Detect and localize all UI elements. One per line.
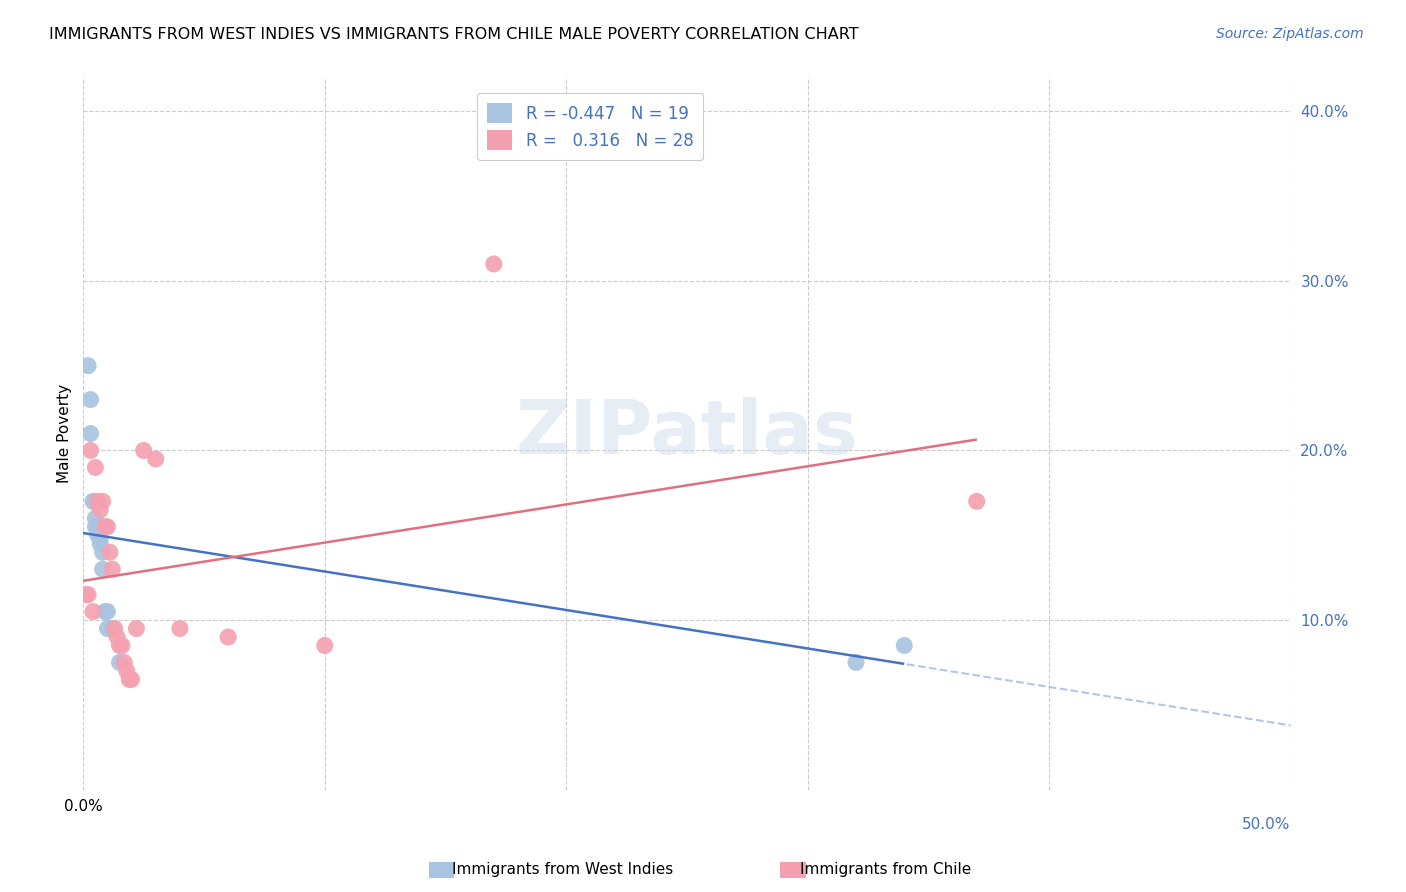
Point bbox=[112, 656, 135, 670]
Point bbox=[101, 622, 124, 636]
Point bbox=[87, 528, 110, 542]
Point bbox=[79, 443, 101, 458]
Point bbox=[94, 605, 117, 619]
Point bbox=[77, 359, 100, 373]
Point bbox=[84, 520, 107, 534]
Point bbox=[96, 622, 118, 636]
Point bbox=[94, 520, 117, 534]
Text: IMMIGRANTS FROM WEST INDIES VS IMMIGRANTS FROM CHILE MALE POVERTY CORRELATION CH: IMMIGRANTS FROM WEST INDIES VS IMMIGRANT… bbox=[49, 27, 859, 42]
Point bbox=[125, 622, 148, 636]
Point bbox=[104, 622, 127, 636]
Point bbox=[96, 520, 118, 534]
Point bbox=[111, 639, 134, 653]
Point bbox=[89, 537, 111, 551]
Point bbox=[75, 588, 97, 602]
Point bbox=[96, 605, 118, 619]
Point bbox=[966, 494, 988, 508]
Point bbox=[89, 503, 111, 517]
Point bbox=[314, 639, 336, 653]
Point bbox=[87, 494, 110, 508]
Point bbox=[87, 520, 110, 534]
Point bbox=[84, 460, 107, 475]
Text: Source: ZipAtlas.com: Source: ZipAtlas.com bbox=[1216, 27, 1364, 41]
Point bbox=[169, 622, 191, 636]
Legend: R = -0.447   N = 19, R =   0.316   N = 28: R = -0.447 N = 19, R = 0.316 N = 28 bbox=[477, 93, 703, 161]
Point bbox=[845, 656, 868, 670]
Text: Immigrants from West Indies: Immigrants from West Indies bbox=[451, 863, 673, 877]
Point bbox=[108, 656, 131, 670]
Point bbox=[79, 426, 101, 441]
Point bbox=[108, 639, 131, 653]
Point bbox=[84, 511, 107, 525]
Point bbox=[101, 562, 124, 576]
Point bbox=[105, 630, 128, 644]
Point bbox=[84, 494, 107, 508]
Point bbox=[91, 494, 114, 508]
Text: Immigrants from Chile: Immigrants from Chile bbox=[800, 863, 972, 877]
Point bbox=[79, 392, 101, 407]
Point bbox=[121, 673, 143, 687]
Point bbox=[893, 639, 915, 653]
Point bbox=[132, 443, 155, 458]
Point bbox=[145, 452, 167, 467]
Point bbox=[217, 630, 239, 644]
Point bbox=[482, 257, 505, 271]
Text: 50.0%: 50.0% bbox=[1243, 817, 1291, 832]
Point bbox=[82, 494, 104, 508]
Point bbox=[91, 545, 114, 559]
Y-axis label: Male Poverty: Male Poverty bbox=[58, 384, 72, 483]
Point bbox=[82, 605, 104, 619]
Point bbox=[118, 673, 141, 687]
Point bbox=[98, 545, 121, 559]
Point bbox=[91, 562, 114, 576]
Point bbox=[115, 664, 138, 678]
Point bbox=[77, 588, 100, 602]
Point bbox=[89, 532, 111, 546]
Text: ZIPatlas: ZIPatlas bbox=[516, 397, 858, 470]
